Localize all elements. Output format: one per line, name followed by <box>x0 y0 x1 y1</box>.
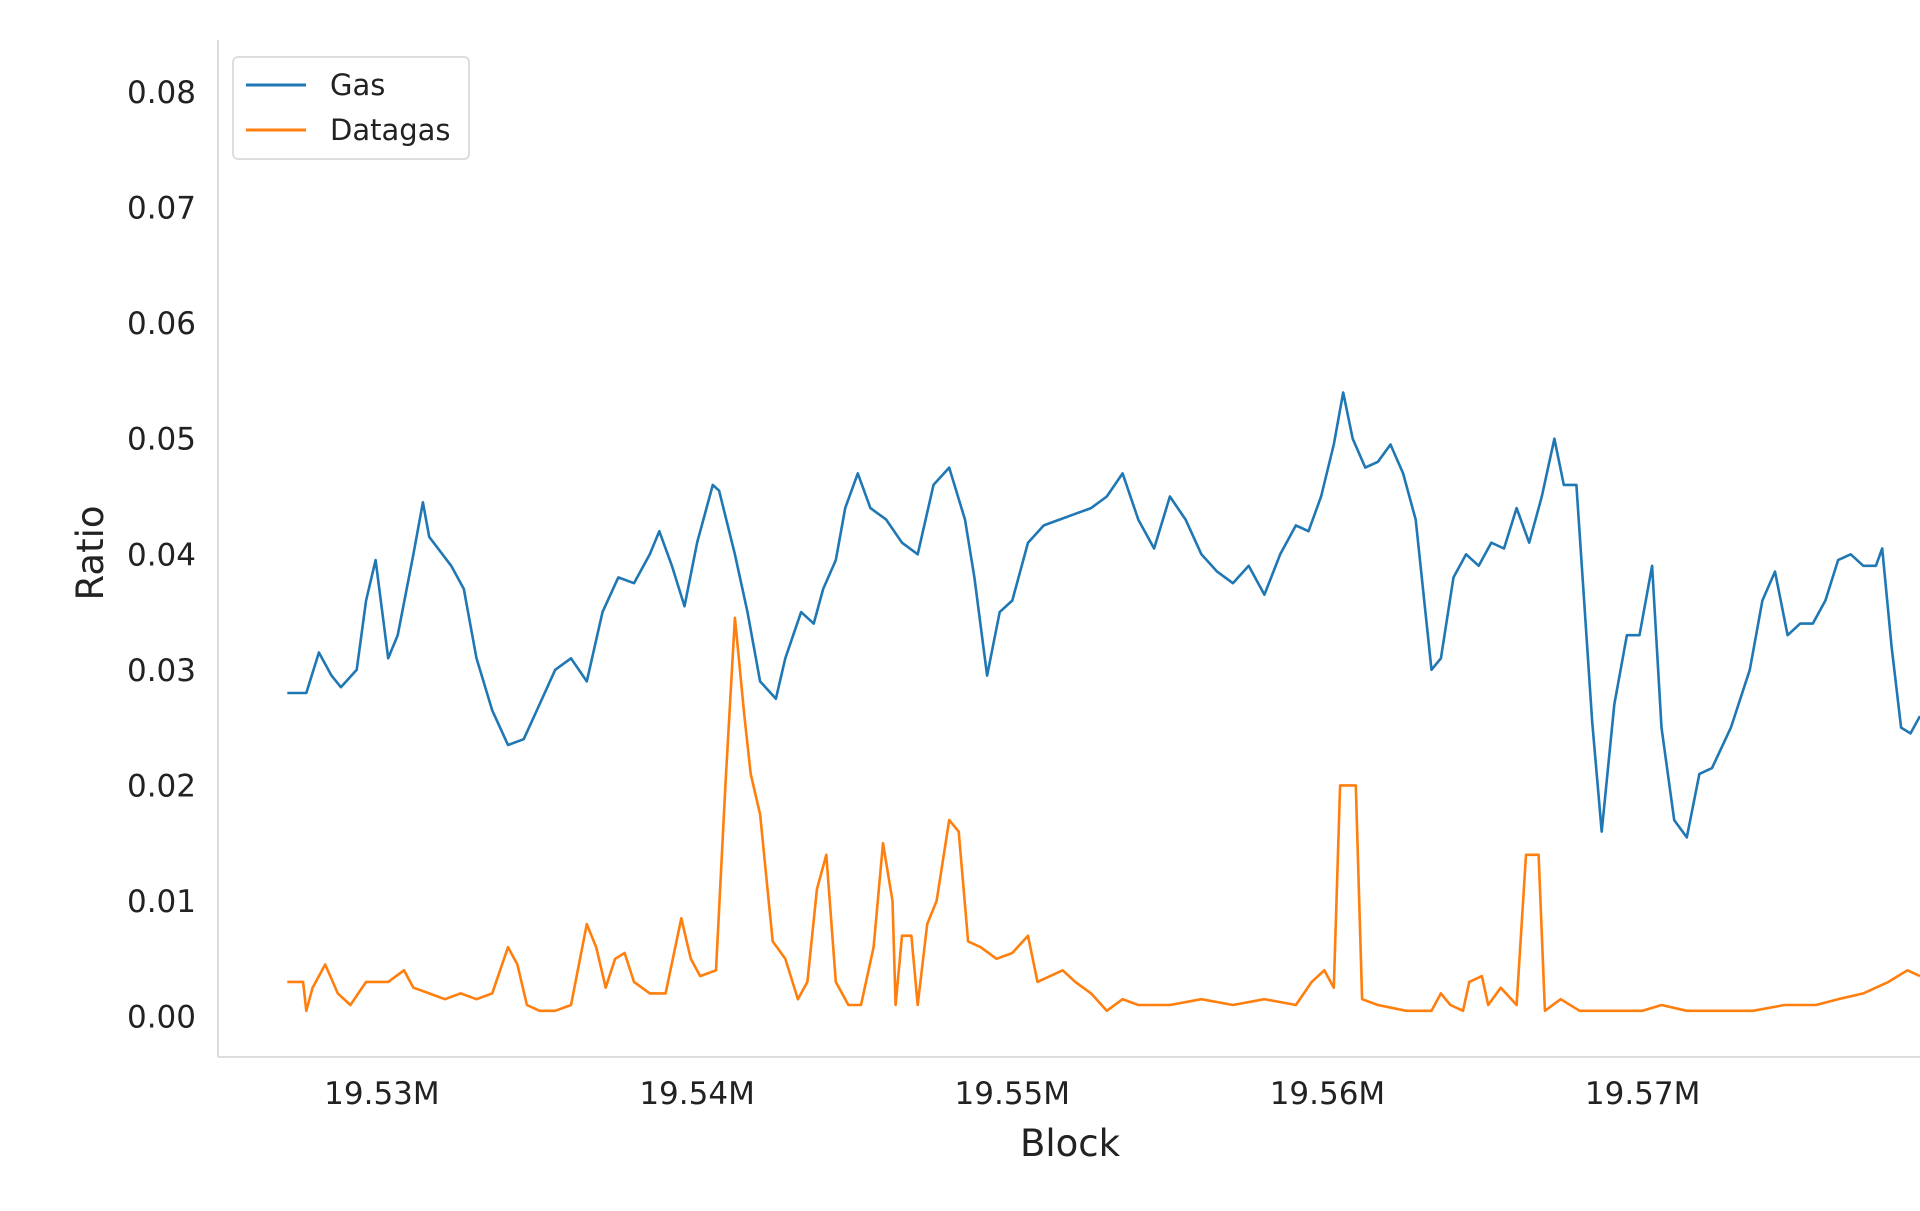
legend-label: Gas <box>330 68 385 102</box>
y-tick-label: 0.08 <box>127 75 196 111</box>
y-tick-label: 0.05 <box>127 422 196 458</box>
plot-lines <box>287 391 1920 1013</box>
y-tick-label: 0.06 <box>127 306 196 342</box>
legend-box <box>232 56 470 160</box>
x-tick-label: 19.56M <box>1270 1076 1386 1112</box>
y-tick-label: 0.04 <box>127 537 196 573</box>
y-tick-label: 0.03 <box>127 653 196 689</box>
y-tick-label: 0.01 <box>127 884 196 920</box>
y-axis-title: Ratio <box>69 506 112 601</box>
legend-label: Datagas <box>330 113 451 147</box>
x-tick-label: 19.55M <box>955 1076 1071 1112</box>
series-line-datagas <box>287 616 1920 1013</box>
x-tick-label: 19.54M <box>639 1076 755 1112</box>
y-tick-label: 0.02 <box>127 768 196 804</box>
x-axis-title: Block <box>1020 1122 1121 1165</box>
series-line-gas <box>287 391 1920 839</box>
x-tick-label: 19.53M <box>324 1076 440 1112</box>
y-tick-label: 0.07 <box>127 191 196 227</box>
y-tick-label: 0.00 <box>127 1000 196 1036</box>
axes: 0.00 0.01 0.02 0.03 0.04 0.05 0.06 0.07 0.08 19.5… <box>69 40 1920 1165</box>
x-tick-label: 19.57M <box>1585 1076 1701 1112</box>
legend: Gas Datagas <box>232 56 470 160</box>
